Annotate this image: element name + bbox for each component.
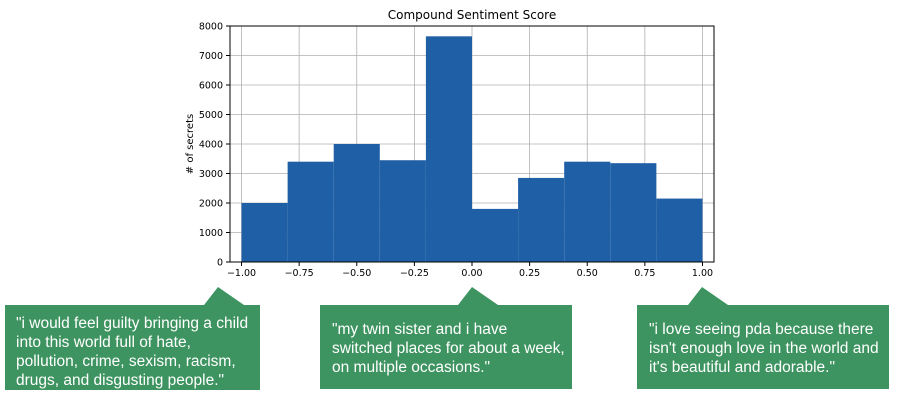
x-tick-label: −0.75 [285, 268, 314, 279]
histogram-bar-3 [333, 144, 380, 262]
x-tick-label: 1.00 [692, 268, 713, 279]
x-axis-ticks: −1.00 −0.75 −0.50 −0.25 0.00 0.25 0.50 0.75 1.00 [227, 262, 713, 279]
y-axis-label: # of secrets [185, 114, 196, 174]
y-tick-label: 6000 [199, 81, 223, 92]
quote-callout-positive: "i love seeing pda because there isn't e… [637, 287, 889, 389]
y-tick-label: 3000 [199, 169, 223, 180]
y-tick-label: 7000 [199, 51, 223, 62]
quote-callout-negative: "i would feel guilty bringing a child in… [5, 287, 260, 390]
histogram-chart: −1.00 −0.75 −0.50 −0.25 0.00 0.25 0.50 0.75 1.00… [185, 8, 715, 279]
quote-callout-neutral: "my twin sister and i have switched plac… [320, 287, 572, 389]
x-tick-label: −0.50 [342, 268, 371, 279]
y-axis-ticks: 0 1000 2000 3000 4000 5000 6000 7000 8000 [199, 22, 230, 269]
histogram-bar-4 [379, 160, 426, 262]
histogram-bar-8 [564, 161, 611, 262]
y-tick-label: 5000 [199, 110, 223, 121]
chart-title: Compound Sentiment Score [388, 8, 556, 22]
histogram-bar-9 [610, 163, 657, 262]
callout-pointer [203, 287, 244, 305]
histogram-bar-7 [518, 177, 565, 262]
y-tick-label: 1000 [199, 228, 223, 239]
histogram-bar-10 [656, 198, 703, 262]
histogram-bars [241, 36, 703, 263]
histogram-bar-5 [425, 36, 472, 263]
x-tick-label: 0.50 [577, 268, 598, 279]
quote-text: "my twin sister and i have switched plac… [332, 321, 565, 376]
x-tick-label: 0.25 [519, 268, 540, 279]
x-tick-label: −1.00 [227, 268, 256, 279]
y-tick-label: 4000 [199, 140, 223, 151]
callout-pointer [688, 287, 729, 305]
y-tick-label: 8000 [199, 22, 223, 33]
histogram-bar-1 [241, 203, 288, 262]
callout-pointer [458, 287, 498, 305]
y-tick-label: 0 [217, 258, 223, 269]
histogram-bar-6 [472, 208, 519, 262]
y-tick-label: 2000 [199, 199, 223, 210]
x-tick-label: −0.25 [400, 268, 429, 279]
x-tick-label: 0.75 [634, 268, 655, 279]
x-tick-label: 0.00 [461, 268, 482, 279]
quote-text: "i love seeing pda because there isn't e… [649, 321, 879, 376]
histogram-bar-2 [287, 161, 334, 262]
quote-text: "i would feel guilty bringing a child in… [16, 315, 249, 389]
